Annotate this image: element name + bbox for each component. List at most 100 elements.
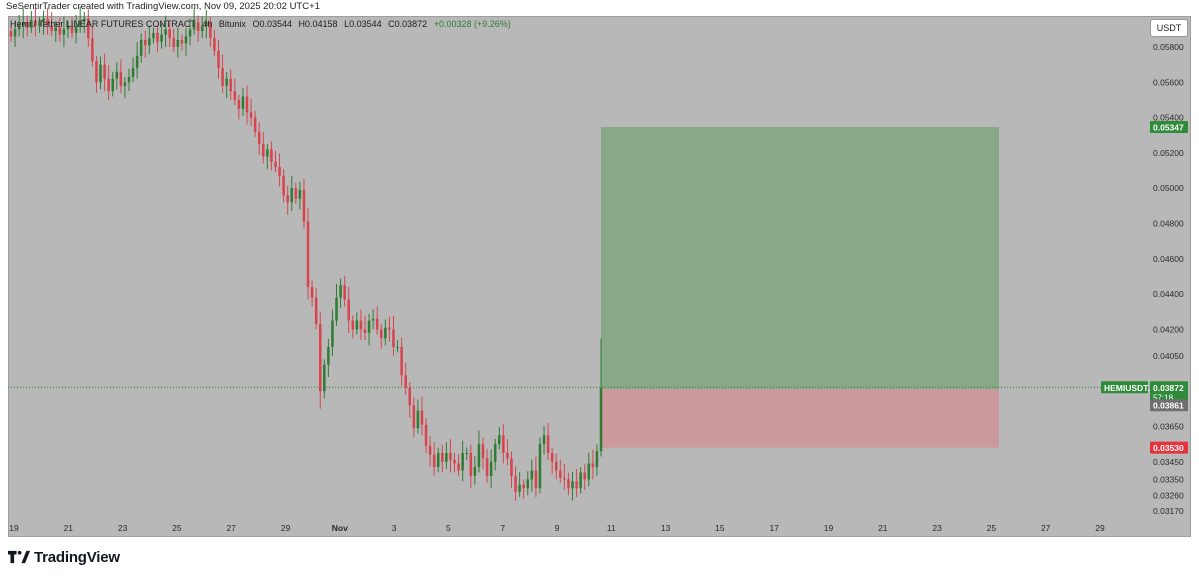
candle-body <box>221 68 224 86</box>
chart-credit: SeSentirTrader created with TradingView.… <box>6 1 320 12</box>
candle-body <box>278 167 281 176</box>
y-tick-label: 0.05200 <box>1153 148 1184 158</box>
candle-body <box>420 410 424 425</box>
y-tick-label: 0.04800 <box>1153 218 1184 228</box>
candle-body <box>103 64 106 79</box>
candle-body <box>575 481 578 489</box>
candle-body <box>522 484 525 489</box>
candle-body <box>335 297 338 321</box>
candle-body <box>388 327 391 330</box>
candle-body <box>225 78 228 86</box>
tradingview-icon <box>8 550 30 564</box>
candle-body <box>554 461 558 471</box>
y-tick-label: 0.05600 <box>1153 77 1184 87</box>
x-tick-label: 21 <box>64 523 74 533</box>
candle-body <box>213 38 216 51</box>
candle-body <box>82 18 86 21</box>
candle-body <box>355 320 359 330</box>
candle-body <box>396 347 399 349</box>
stop-price-tag-bg <box>1150 441 1188 454</box>
candle-body <box>473 467 477 476</box>
y-tick-label: 0.03350 <box>1153 474 1184 484</box>
candle-body <box>17 25 21 30</box>
candle-body <box>229 78 232 92</box>
x-tick-label: 29 <box>281 523 291 533</box>
stop-zone <box>601 389 999 448</box>
candle-body <box>441 452 444 462</box>
symbol-price-tag: HEMIUSDT.P <box>1104 383 1156 393</box>
candle-body <box>306 221 310 288</box>
y-tick-label: 0.05000 <box>1153 183 1184 193</box>
target-price-tag: 0.05347 <box>1153 122 1184 132</box>
y-tick-label: 0.03260 <box>1153 490 1184 500</box>
candle-body <box>339 285 342 298</box>
candle-body <box>168 29 171 39</box>
candle-body <box>107 78 110 92</box>
candle-body <box>359 320 363 330</box>
candle-body <box>428 445 432 455</box>
candle-body <box>550 452 554 462</box>
target-price-tag-bg <box>1150 120 1188 133</box>
candle-body <box>542 435 546 445</box>
x-tick-label: 15 <box>715 523 725 533</box>
candle-body <box>217 50 220 69</box>
candle-body <box>498 435 501 445</box>
candle-body <box>91 38 94 62</box>
candle-body <box>375 318 379 330</box>
x-tick-label: 11 <box>607 523 616 533</box>
entry-price-tag: 0.03861 <box>1153 401 1184 411</box>
candle-body <box>42 18 45 23</box>
candle-body <box>310 287 314 298</box>
candle-body <box>571 481 574 489</box>
candle-body <box>66 25 70 30</box>
candle-body <box>481 444 485 459</box>
candle-body <box>209 22 212 39</box>
candle-body <box>485 458 489 476</box>
candle-body <box>152 32 155 39</box>
candle-body <box>290 188 294 203</box>
candle-body <box>331 320 334 348</box>
candle-body <box>493 444 497 462</box>
x-tick-label: 13 <box>661 523 671 533</box>
x-tick-label: 29 <box>1095 523 1105 533</box>
candle-body <box>294 188 298 199</box>
currency-button[interactable]: USDT <box>1150 19 1188 37</box>
y-tick-label: 0.03650 <box>1153 421 1184 431</box>
stop-price-tag: 0.03530 <box>1153 443 1184 453</box>
candle-body <box>526 479 530 489</box>
candle-body <box>74 25 78 33</box>
symbol-name[interactable]: Hemi / Tether LINEAR FUTURES CONTRACT <box>10 19 196 29</box>
candle-body <box>489 461 493 476</box>
y-tick-label: 0.03170 <box>1153 506 1184 516</box>
candle-body <box>144 39 147 46</box>
candle-body <box>416 410 420 429</box>
candle-body <box>237 99 241 109</box>
candle-body <box>111 78 114 92</box>
x-tick-label: 17 <box>769 523 779 533</box>
candle-body <box>184 36 188 44</box>
candle-body <box>139 39 143 56</box>
candle-body <box>99 64 102 83</box>
candle-body <box>436 452 440 468</box>
candle-body <box>449 452 452 460</box>
candle-body <box>518 484 521 492</box>
target-zone <box>601 126 999 390</box>
candle-body <box>30 20 33 28</box>
symbol-timeframe[interactable]: 4h <box>202 19 213 29</box>
tradingview-logo[interactable]: TradingView <box>8 546 120 568</box>
candle-body <box>180 39 184 44</box>
candle-body <box>262 144 265 157</box>
candle-body <box>465 452 468 454</box>
y-tick-label: 0.04600 <box>1153 254 1184 264</box>
candle-body <box>506 452 509 459</box>
candle-body <box>26 22 29 28</box>
x-tick-label: 19 <box>9 523 19 533</box>
y-tick-label: 0.04200 <box>1153 324 1184 334</box>
candle-body <box>318 324 322 392</box>
symbol-info-bar: Hemi / Tether LINEAR FUTURES CONTRACT 4h… <box>10 19 515 29</box>
candle-body <box>38 22 41 26</box>
x-tick-label: 19 <box>824 523 834 533</box>
candle-body <box>469 452 473 476</box>
candle-body <box>176 39 180 48</box>
symbol-price-tag-bg <box>1101 381 1148 394</box>
